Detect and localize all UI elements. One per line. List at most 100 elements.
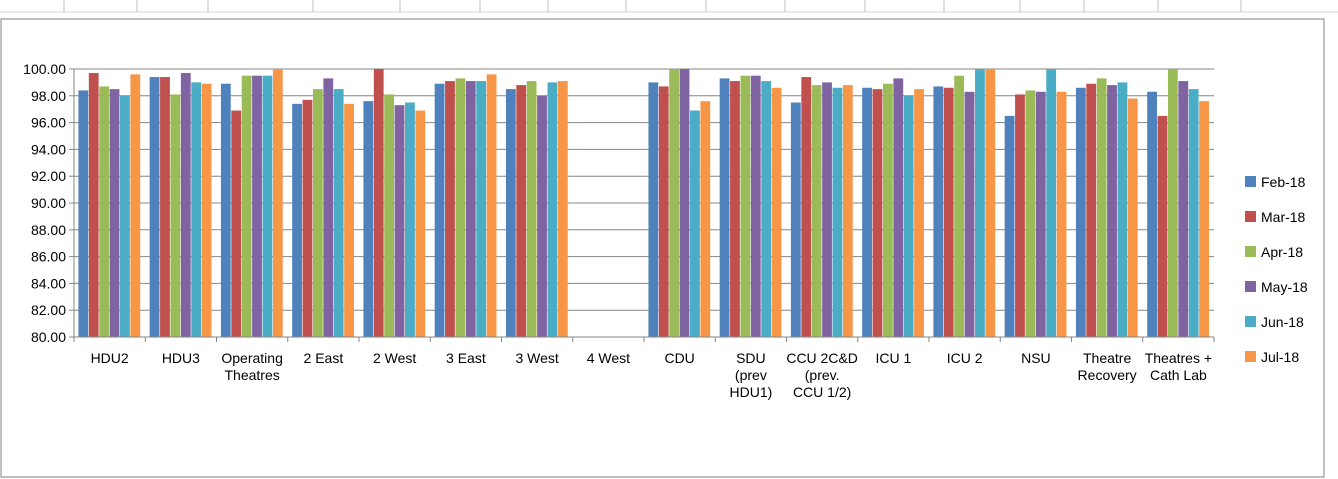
- bar: [1107, 85, 1117, 337]
- bar: [191, 82, 202, 338]
- bar: [914, 89, 924, 337]
- bar: [323, 78, 334, 337]
- bar: [1056, 91, 1067, 337]
- bar: [750, 75, 761, 337]
- bar: [679, 69, 690, 337]
- bar: [272, 69, 283, 337]
- bar: [842, 85, 853, 337]
- x-tick-label: 2 East: [304, 350, 344, 366]
- bars: [78, 69, 1209, 338]
- bar: [1127, 98, 1138, 337]
- y-tick-label: 84.00: [31, 275, 66, 291]
- bar: [801, 77, 812, 337]
- bar: [964, 91, 975, 337]
- bar: [700, 101, 711, 337]
- legend-label: Jun-18: [1261, 314, 1304, 330]
- bar: [1075, 87, 1086, 337]
- x-tick-label: Theatre Recovery: [1078, 350, 1137, 383]
- bar: [975, 69, 985, 337]
- legend-swatch: [1245, 211, 1256, 222]
- bar: [231, 110, 242, 337]
- bar: [832, 87, 843, 337]
- x-tick-label: ICU 1: [875, 350, 911, 366]
- legend-label: Mar-18: [1261, 209, 1306, 225]
- bar: [262, 75, 273, 337]
- bar: [149, 77, 160, 337]
- bar: [1188, 89, 1199, 337]
- y-tick-label: 94.00: [31, 141, 66, 157]
- bar: [557, 81, 568, 337]
- legend-swatch: [1245, 281, 1256, 292]
- bar: [455, 78, 466, 337]
- y-tick-label: 86.00: [31, 249, 66, 265]
- y-tick-label: 82.00: [31, 302, 66, 318]
- legend-swatch: [1245, 351, 1256, 362]
- bar: [120, 95, 130, 337]
- bar: [771, 87, 782, 337]
- legend-label: Apr-18: [1261, 244, 1303, 260]
- bar: [252, 75, 262, 337]
- bar: [790, 102, 801, 337]
- y-tick-label: 90.00: [31, 195, 66, 211]
- x-tick-label: ICU 2: [947, 350, 983, 366]
- bar: [903, 95, 914, 337]
- bar: [1035, 91, 1046, 337]
- bar: [415, 110, 426, 337]
- bar: [811, 85, 822, 337]
- bar: [648, 82, 659, 338]
- x-tick-label: CDU: [664, 350, 694, 366]
- bar: [1015, 94, 1025, 338]
- bar: [933, 86, 944, 337]
- y-tick-label: 92.00: [31, 168, 66, 184]
- bar: [943, 87, 954, 337]
- bar: [180, 73, 191, 338]
- bar: [1025, 90, 1036, 337]
- bar: [434, 83, 445, 338]
- bar: [1004, 115, 1015, 338]
- bar: [1117, 82, 1128, 338]
- bar: [1157, 115, 1168, 338]
- bar: [160, 77, 170, 337]
- bar: [872, 89, 883, 337]
- bar: [384, 94, 395, 338]
- y-tick-label: 98.00: [31, 88, 66, 104]
- bar: [241, 75, 252, 337]
- legend-swatch: [1245, 176, 1256, 187]
- bar: [486, 74, 497, 338]
- x-tick-label: 3 West: [515, 350, 558, 366]
- bar: [302, 99, 313, 337]
- bar: [201, 83, 212, 338]
- bar: [465, 81, 476, 337]
- y-tick-label: 88.00: [31, 222, 66, 238]
- bar: [893, 78, 904, 337]
- bar: [516, 85, 527, 337]
- bar: [505, 89, 516, 337]
- bar: [109, 89, 120, 337]
- y-tick-label: 96.00: [31, 115, 66, 131]
- legend-swatch: [1245, 316, 1256, 327]
- bar: [445, 81, 455, 337]
- x-tick-label: HDU2: [91, 350, 129, 366]
- bar: [761, 81, 772, 337]
- bar: [882, 83, 893, 338]
- bar: [669, 69, 680, 337]
- legend-swatch: [1245, 246, 1256, 257]
- bar: [730, 81, 740, 337]
- y-tick-label: 100.00: [23, 61, 66, 77]
- bar: [170, 94, 181, 338]
- bar: [954, 75, 965, 337]
- bar: [862, 87, 872, 337]
- x-tick-label: Operating Theatres: [221, 350, 282, 383]
- x-tick-label: NSU: [1021, 350, 1051, 366]
- bar: [373, 69, 384, 337]
- bar: [476, 81, 487, 337]
- bar: [1086, 83, 1097, 338]
- bar: [1167, 69, 1178, 337]
- bar: [130, 74, 141, 338]
- bar: [690, 110, 700, 337]
- column-header-strip: [0, 0, 1338, 13]
- bar: [526, 81, 537, 337]
- x-tick-label: SDU (prev HDU1): [729, 350, 772, 400]
- x-tick-label: HDU3: [162, 350, 200, 366]
- bar: [405, 102, 415, 337]
